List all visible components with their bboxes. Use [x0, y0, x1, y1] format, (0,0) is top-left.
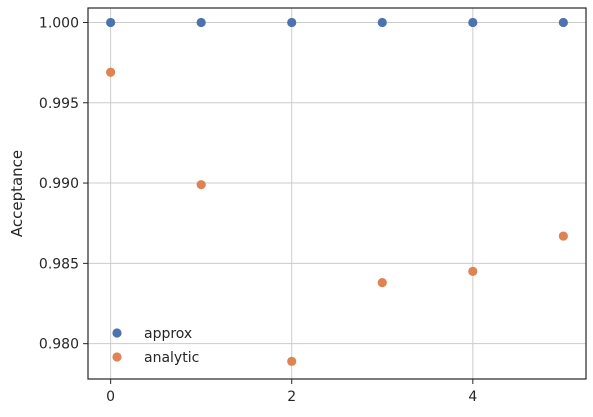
legend-marker-approx: [112, 328, 122, 338]
data-point-analytic: [106, 67, 116, 77]
y-axis-label: Acceptance: [8, 150, 26, 237]
data-point-approx: [377, 17, 387, 28]
data-point-analytic: [377, 278, 387, 288]
y-tick-label: 0.980: [39, 337, 79, 353]
data-points: [106, 17, 568, 366]
x-tick-label: 4: [468, 389, 477, 405]
data-point-approx: [468, 17, 478, 28]
data-point-analytic: [196, 180, 206, 190]
y-tick-label: 0.985: [39, 256, 79, 272]
data-point-approx: [106, 17, 116, 28]
axis-ticks: 0 2 4 0.980 0.985 0.990 0.995 1.000: [39, 15, 477, 405]
y-tick-label: 0.990: [39, 176, 79, 192]
data-point-approx: [196, 17, 206, 28]
grid-lines: [88, 8, 586, 379]
y-tick-label: 1.000: [39, 15, 79, 31]
legend-label-analytic: analytic: [144, 350, 199, 366]
x-tick-label: 2: [287, 389, 296, 405]
data-point-analytic: [558, 231, 568, 241]
legend-label-approx: approx: [144, 326, 192, 342]
y-tick-label: 0.995: [39, 96, 79, 112]
data-point-analytic: [287, 356, 297, 366]
data-point-approx: [287, 17, 297, 28]
data-point-analytic: [468, 266, 478, 276]
legend: approx analytic: [112, 326, 199, 366]
plot-frame: [87, 7, 587, 380]
x-tick-label: 0: [106, 389, 115, 405]
legend-marker-analytic: [112, 352, 122, 362]
data-point-approx: [558, 17, 568, 28]
